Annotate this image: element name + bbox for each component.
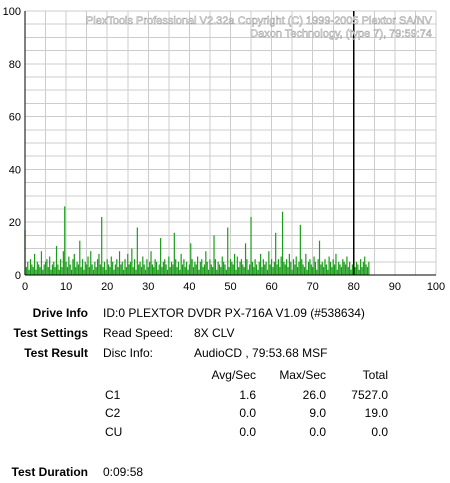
read-speed-label: Read Speed:: [103, 326, 174, 340]
row-c1-total: 7527.0: [351, 388, 388, 402]
column-header-max: Max/Sec: [279, 368, 326, 382]
test-duration-value: 0:09:58: [103, 465, 144, 479]
x-tick-label: 100: [427, 281, 445, 293]
y-tick-label: 20: [9, 217, 21, 229]
row-c1-avg: 1.6: [239, 388, 256, 402]
y-tick-label: 80: [9, 59, 21, 71]
row-c2-max: 9.0: [309, 406, 326, 420]
chart-tick-labels: 0 10 20 30 40 50 60 70 80 90 100 0 20 40 60 80 100: [3, 6, 446, 293]
chart-axes: [24, 11, 436, 276]
x-tick-label: 40: [183, 281, 195, 293]
error-rate-chart: 0 10 20 30 40 50 60 70 80 90 100 0 20 40 60 80 100 PlexT…: [3, 6, 446, 293]
row-c1-name: C1: [105, 388, 121, 402]
read-speed-value: 8X CLV: [194, 326, 235, 340]
x-tick-label: 10: [60, 281, 72, 293]
drive-info-value: ID:0 PLEXTOR DVDR PX-716A V1.09 (#538634…: [103, 306, 365, 320]
drive-info-label: Drive Info: [32, 306, 88, 320]
y-tick-label: 100: [3, 6, 21, 18]
x-tick-label: 30: [142, 281, 154, 293]
y-tick-label: 60: [9, 112, 21, 124]
disc-info-label: Disc Info:: [103, 346, 154, 360]
row-cu-total: 0.0: [371, 425, 388, 439]
row-c2-name: C2: [105, 406, 121, 420]
row-cu-avg: 0.0: [239, 425, 256, 439]
row-cu-max: 0.0: [309, 425, 326, 439]
disc-info-value: AudioCD , 79:53.68 MSF: [194, 346, 328, 360]
x-tick-label: 90: [389, 281, 401, 293]
column-header-total: Total: [362, 368, 388, 382]
row-c2-avg: 0.0: [239, 406, 256, 420]
watermark-line-2: Daxon Technology, (type 7), 79:59:74: [250, 28, 432, 40]
x-tick-label: 80: [348, 281, 360, 293]
x-tick-label: 50: [224, 281, 236, 293]
x-tick-label: 0: [22, 281, 28, 293]
y-tick-label: 0: [15, 270, 21, 282]
x-tick-label: 20: [101, 281, 113, 293]
x-tick-label: 60: [265, 281, 277, 293]
column-header-avg: Avg/Sec: [211, 368, 256, 382]
test-result-label: Test Result: [24, 346, 88, 360]
watermark-line-1: PlexTools Professional V2.32a Copyright …: [86, 15, 433, 27]
row-cu-name: CU: [105, 425, 123, 439]
chart-grid: [24, 10, 437, 276]
c1-error-bars: [24, 206, 370, 275]
x-tick-label: 70: [307, 281, 319, 293]
test-duration-label: Test Duration: [11, 465, 88, 479]
row-c1-max: 26.0: [302, 388, 326, 402]
row-c2-total: 19.0: [364, 406, 388, 420]
y-tick-label: 40: [9, 164, 21, 176]
test-settings-label: Test Settings: [13, 326, 88, 340]
